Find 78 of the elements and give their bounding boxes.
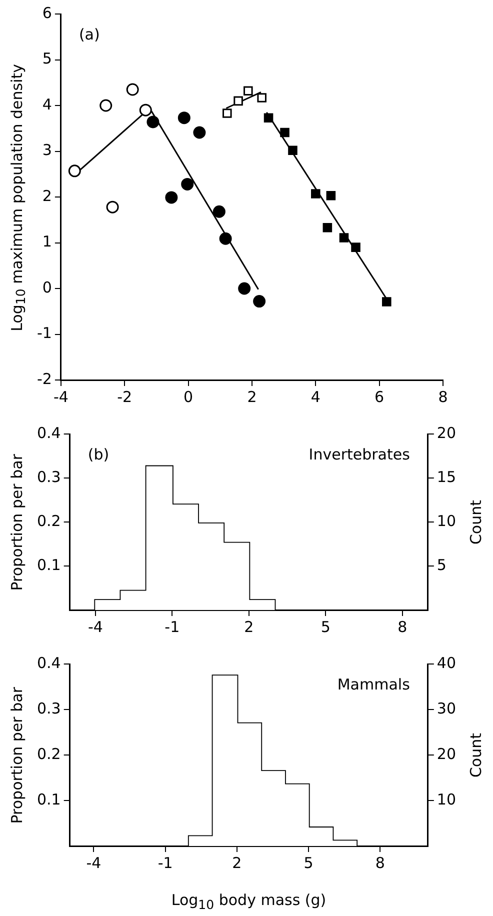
text: (b) — [88, 445, 110, 464]
point — [219, 232, 232, 245]
y-tick-label: -1 — [36, 324, 52, 342]
y-tick-label: 5 — [42, 50, 52, 68]
point — [234, 96, 243, 106]
x-tick-label: 8 — [375, 854, 385, 872]
y2-tick-label: 5 — [436, 556, 446, 574]
point — [351, 242, 360, 252]
x-tick-label: -1 — [158, 854, 173, 872]
point — [139, 104, 152, 116]
y2-tick-label: 15 — [436, 468, 456, 486]
point — [339, 233, 349, 242]
point — [264, 113, 274, 122]
y-tick-label: 2 — [42, 186, 52, 205]
y-tick-label: 0.2 — [36, 512, 61, 530]
y-tick-label: 0.1 — [36, 790, 61, 808]
y-tick-label: 4 — [42, 95, 52, 114]
point — [165, 191, 178, 204]
y-axis-title: Proportion per bar — [8, 686, 26, 824]
annotation: Invertebrates — [308, 445, 410, 464]
point — [212, 205, 226, 218]
text: (a) — [78, 25, 100, 44]
x-axis-title: Log$_{10}$ body mass (g) — [171, 891, 326, 912]
y-tick-label: 0.1 — [36, 556, 61, 574]
y-tick-label: 6 — [42, 4, 52, 22]
point — [257, 93, 266, 102]
y-tick-label: 0.4 — [36, 424, 61, 442]
x-tick-label: 8 — [438, 388, 448, 406]
y2-axis-title: Count — [467, 732, 485, 778]
point — [106, 200, 119, 214]
x-tick-label: -4 — [53, 388, 68, 406]
x-tick-label: 0 — [184, 388, 194, 406]
point — [311, 189, 320, 198]
point — [181, 178, 194, 190]
x-tick-label: 5 — [320, 618, 330, 636]
y2-tick-label: 10 — [436, 790, 456, 808]
point — [382, 297, 392, 306]
y-axis-title: Proportion per bar — [8, 454, 26, 590]
x-tick-label: 2 — [244, 618, 254, 636]
point — [100, 99, 112, 112]
x-tick-label: 4 — [310, 388, 320, 406]
point — [126, 83, 139, 96]
x-tick-label: 2 — [232, 854, 242, 872]
y2-tick-label: 40 — [436, 654, 456, 672]
annotation: Mammals — [337, 675, 410, 694]
x-tick-label: -4 — [88, 618, 103, 636]
y2-axis-title: Count — [467, 500, 485, 544]
x-tick-label: 8 — [398, 618, 408, 636]
point — [222, 108, 232, 118]
y2-tick-label: 20 — [436, 744, 456, 763]
y-tick-label: 0.3 — [36, 468, 61, 486]
y-tick-label: 0.3 — [36, 699, 61, 718]
x-tick-label: 2 — [247, 388, 257, 406]
point — [288, 146, 298, 155]
x-tick-label: 5 — [304, 854, 314, 872]
y-tick-label: 0.4 — [36, 654, 61, 672]
y-tick-label: 3 — [42, 141, 52, 160]
point — [244, 86, 253, 96]
y2-tick-label: 10 — [436, 512, 456, 530]
y-tick-label: 1 — [42, 232, 52, 251]
point — [178, 112, 190, 124]
y-tick-label: 0.2 — [36, 744, 61, 763]
point — [253, 295, 266, 308]
point — [280, 128, 290, 138]
y2-tick-label: 30 — [436, 699, 456, 718]
point — [238, 282, 251, 295]
y-tick-label: -2 — [36, 370, 52, 388]
point — [322, 223, 332, 232]
x-tick-label: 6 — [374, 388, 384, 406]
x-tick-label: -1 — [164, 618, 180, 636]
x-tick-label: -2 — [117, 388, 132, 406]
point — [68, 164, 81, 178]
point — [193, 126, 206, 139]
y-tick-label: 0 — [42, 278, 52, 296]
x-tick-label: -4 — [86, 854, 102, 872]
y2-tick-label: 20 — [436, 424, 456, 442]
point — [146, 116, 160, 128]
point — [326, 190, 336, 200]
